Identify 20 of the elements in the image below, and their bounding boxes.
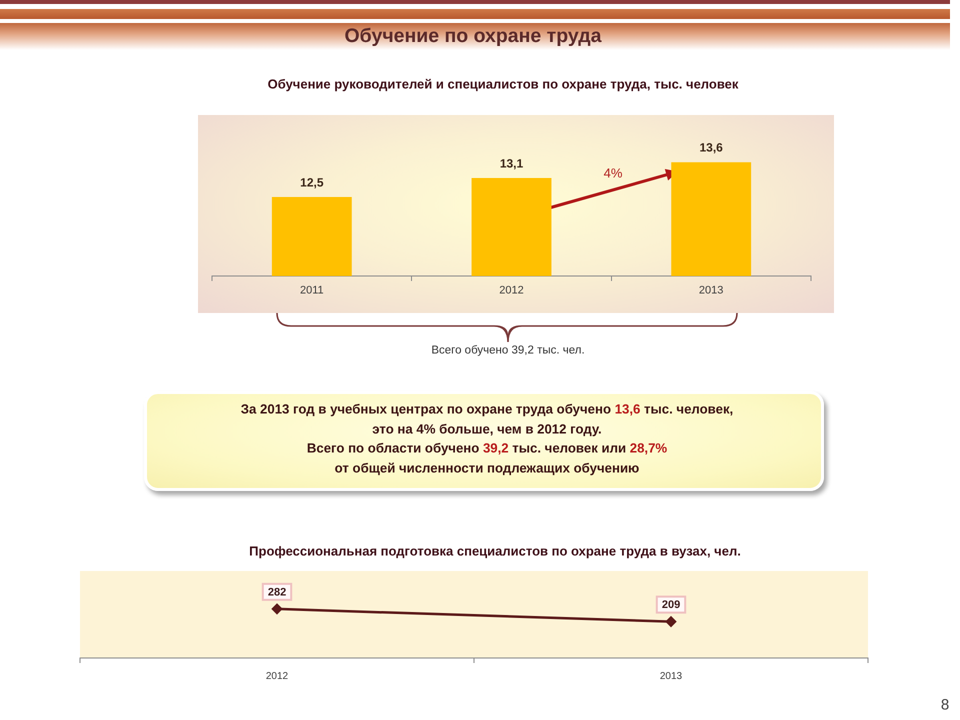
data-label: 209 [662,599,680,612]
chart-title: Профессиональная подготовка специалистов по охране труда в вузах, чел. [249,544,741,560]
text: Всего обучено 39,2 тыс. чел. [431,344,585,358]
x-tick-label: 2012 [266,670,289,682]
text: За 2013 год в учебных центрах по охране труда обучено 13,6 тыс. человек, [240,401,734,417]
chart-subtitle: Обучение руководителей и специалистов по охране труда, тыс. человек [268,76,738,92]
x-tick-label: 2013 [660,670,683,682]
x-tick-label: 2011 [300,284,324,297]
x-tick-label: 2012 [499,284,524,297]
text: от общей численности подлежащих обучению [334,460,640,476]
data-label: 282 [268,586,286,598]
annotation: 4% [604,166,622,182]
chart-title: Обучение по охране труда [344,24,602,48]
text: это на 4% больше, чем в 2012 году. [372,420,602,436]
text: Всего по области обучено 39,2 тыс. человек или 28,7% [306,440,668,456]
text: 8 [940,696,950,714]
x-tick-label: 2013 [698,284,724,297]
data-label: 12,5 [300,175,324,190]
data-label: 13,1 [500,156,524,170]
data-label: 13,6 [699,140,724,155]
